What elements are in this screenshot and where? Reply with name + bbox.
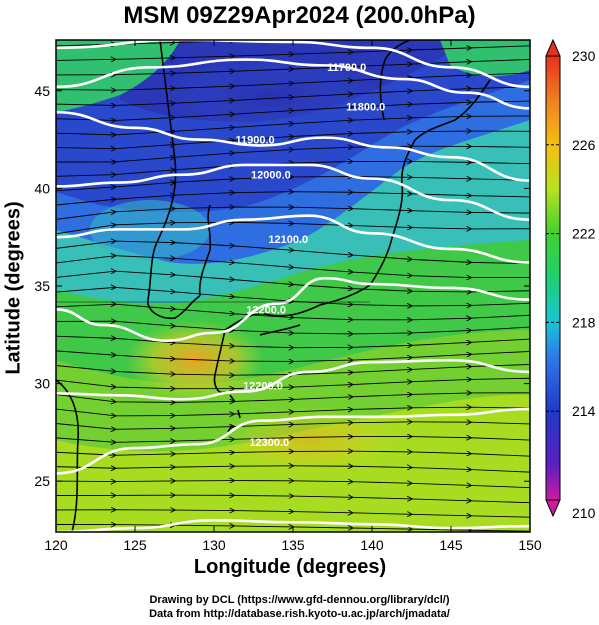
height-contour-11700.0 [56, 40, 530, 89]
wind-streamline [56, 336, 530, 348]
colorbar-max-triangle [545, 38, 561, 57]
contour-label: 12200.0 [243, 380, 283, 392]
x-tick-label: 145 [439, 537, 463, 553]
y-axis-label: Latitude (degrees) [2, 201, 25, 375]
height-contour-12300.0 [56, 407, 530, 475]
colorbar-tick-label: 214 [572, 403, 596, 419]
wind-streamline [56, 378, 530, 388]
chart-title: MSM 09Z29Apr2024 (200.0hPa) [123, 2, 476, 29]
x-tick-label: 120 [44, 537, 68, 553]
wind-streamline [56, 495, 530, 502]
y-tick-label: 25 [34, 473, 50, 489]
height-contour-11800.0 [56, 58, 530, 110]
x-axis: 120 125 130 135 140 145 150 [44, 40, 542, 553]
height-contour-12200.0 [56, 358, 530, 401]
wind-streamline [56, 422, 530, 429]
colorbar-tick-label: 226 [572, 137, 596, 153]
colorbar-min-triangle [545, 499, 561, 518]
y-tick-label: 40 [34, 180, 50, 196]
coastlines [56, 40, 491, 532]
wind-streamline [56, 510, 530, 517]
contour-label: 11800.0 [346, 101, 385, 113]
x-tick-label: 125 [123, 537, 147, 553]
colorbar-tick-label: 222 [572, 226, 596, 242]
x-tick-label: 140 [360, 537, 384, 553]
contour-label: 11700.0 [327, 62, 366, 74]
credit-line-dcl: Drawing by DCL (https://www.gfd-dennou.o… [149, 594, 450, 606]
height-contour-12200.0 [56, 276, 530, 342]
wind-streamline [56, 192, 530, 206]
colorbar-tick-label: 218 [572, 314, 596, 330]
contour-label: 12300.0 [249, 437, 289, 449]
height-contour-12100.0 [56, 214, 530, 264]
contour-label: 12000.0 [251, 170, 291, 182]
wind-streamline [56, 393, 530, 403]
contour-labels: 11700.0 11800.0 11900.0 12000.0 12100.0 12200… [236, 62, 386, 449]
wind-streamline [56, 177, 530, 192]
wind-streamline [56, 350, 530, 362]
y-tick-label: 35 [34, 278, 50, 294]
map-plot: 11700.0 11800.0 11900.0 12000.0 12100.0 12200… [56, 40, 530, 532]
wind-streamline [56, 207, 530, 220]
contour-label: 12200.0 [246, 304, 286, 316]
credit-line-data: Data from http://database.rish.kyoto-u.a… [149, 608, 450, 620]
colorbar-tick-label: 230 [572, 48, 596, 64]
contour-label: 11900.0 [236, 134, 275, 146]
y-axis: 25 30 35 40 45 [34, 83, 530, 489]
colorbar: 210 214 218 222 226 230 [545, 38, 596, 521]
y-tick-label: 45 [34, 83, 50, 99]
wind-streamline [56, 222, 530, 235]
wind-streamline [56, 407, 530, 416]
wind-streamline [56, 321, 530, 334]
wind-streamline [56, 46, 530, 61]
wind-streamline [56, 161, 530, 176]
x-tick-label: 150 [518, 537, 542, 553]
wind-streamline [56, 437, 530, 443]
wind-streamline [56, 451, 530, 456]
height-contour-11900.0 [56, 110, 530, 182]
credit-text: Drawing by DCL (https://www.gfd-dennou.o… [0, 593, 599, 621]
x-tick-label: 130 [202, 537, 226, 553]
height-contour-12000.0 [56, 163, 530, 221]
wind-streamline [56, 466, 530, 473]
x-tick-label: 135 [281, 537, 305, 553]
y-tick-label: 30 [34, 376, 50, 392]
contour-label: 12100.0 [268, 234, 308, 246]
x-axis-label: Longitude (degrees) [193, 556, 387, 578]
wind-streamline [56, 481, 530, 488]
colorbar-tick-label: 210 [572, 505, 596, 521]
